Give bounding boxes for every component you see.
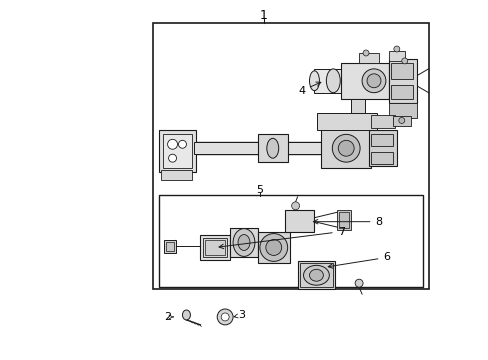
Bar [158,195,422,287]
Bar [321,129,370,168]
Bar [314,69,351,93]
Ellipse shape [266,138,278,158]
Bar [163,239,175,253]
Bar [370,152,392,164]
Text: 1: 1 [260,9,267,22]
Text: 4: 4 [297,82,320,96]
Bar [388,51,404,61]
Bar [337,210,350,230]
Text: 3: 3 [238,310,244,320]
Bar [297,261,335,289]
Ellipse shape [325,69,340,93]
Circle shape [398,117,404,123]
Bar [317,113,376,130]
Ellipse shape [238,235,249,251]
Bar [390,85,412,99]
Text: 2: 2 [163,312,171,322]
Bar [390,63,412,79]
Bar [358,53,378,63]
Bar [284,210,314,231]
Bar [163,134,192,168]
Circle shape [338,140,353,156]
Bar [370,114,394,129]
Bar [194,142,323,154]
Bar [388,59,416,103]
Ellipse shape [233,229,254,256]
Circle shape [332,134,359,162]
Bar [341,63,388,99]
Circle shape [168,154,176,162]
Circle shape [401,58,407,64]
Circle shape [221,313,229,321]
Bar [257,134,287,162]
Bar [392,117,410,126]
Bar [388,103,416,118]
Circle shape [362,50,368,56]
Circle shape [361,69,385,93]
Bar [299,264,333,287]
Circle shape [259,234,287,261]
Circle shape [291,202,299,210]
Text: 8: 8 [313,217,382,227]
Ellipse shape [182,310,190,320]
Bar [203,238,226,257]
Circle shape [393,46,399,52]
Bar [161,170,192,180]
Bar [230,228,257,257]
Bar [205,239,224,255]
Text: 5: 5 [256,185,263,195]
Circle shape [217,309,233,325]
Bar [370,134,392,146]
Circle shape [265,239,281,255]
Bar [368,130,396,166]
Circle shape [366,74,380,88]
Ellipse shape [303,265,328,285]
Text: 6: 6 [327,252,389,268]
Bar [257,231,289,264]
Ellipse shape [309,269,323,281]
Text: 7: 7 [219,226,344,249]
Bar [165,242,173,251]
Circle shape [178,140,186,148]
Bar [158,130,196,172]
Bar [152,23,427,289]
Bar [200,235,230,260]
Bar [350,99,365,118]
Bar [339,212,348,228]
Circle shape [167,139,177,149]
Circle shape [354,279,362,287]
Ellipse shape [309,71,319,91]
